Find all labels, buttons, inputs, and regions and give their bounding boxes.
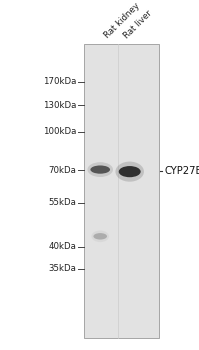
Text: 70kDa: 70kDa [49, 166, 77, 175]
Ellipse shape [91, 231, 109, 242]
Ellipse shape [87, 162, 113, 177]
Text: CYP27B1: CYP27B1 [164, 166, 199, 176]
Text: 55kDa: 55kDa [49, 198, 77, 207]
Bar [84, 44, 159, 338]
Ellipse shape [90, 166, 110, 174]
Text: 100kDa: 100kDa [43, 127, 77, 136]
Text: 130kDa: 130kDa [43, 101, 77, 110]
Text: 40kDa: 40kDa [49, 242, 77, 251]
Ellipse shape [115, 162, 144, 182]
Text: Rat kidney: Rat kidney [102, 1, 141, 40]
Ellipse shape [119, 166, 141, 177]
Text: 170kDa: 170kDa [43, 77, 77, 86]
Ellipse shape [93, 233, 107, 239]
Text: 35kDa: 35kDa [49, 264, 77, 273]
Text: Rat liver: Rat liver [122, 8, 154, 40]
